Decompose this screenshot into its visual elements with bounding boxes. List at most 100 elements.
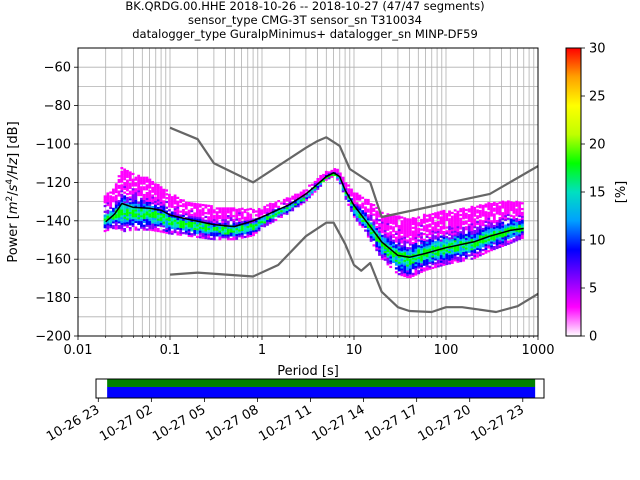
- psd-cell: [476, 245, 479, 249]
- psd-cell: [140, 188, 143, 191]
- psd-cell: [296, 195, 300, 198]
- psd-cell: [243, 228, 247, 231]
- psd-cell: [140, 180, 143, 183]
- psd-cell: [459, 235, 463, 238]
- psd-cell: [518, 203, 521, 206]
- psd-cell: [372, 244, 376, 247]
- psd-cell: [450, 221, 454, 224]
- psd-cell: [520, 211, 524, 215]
- psd-cell: [478, 233, 482, 236]
- psd-cell: [123, 222, 127, 225]
- psd-cell: [375, 220, 379, 223]
- psd-cell: [372, 223, 376, 226]
- psd-cell: [394, 219, 398, 222]
- psd-cell: [112, 217, 115, 220]
- psd-cell: [156, 183, 160, 187]
- psd-cell: [414, 234, 418, 238]
- psd-cell: [392, 247, 395, 250]
- psd-cell: [187, 230, 191, 234]
- psd-cell: [434, 250, 437, 253]
- psd-cell: [428, 219, 432, 222]
- psd-cell: [123, 224, 127, 227]
- psd-cell: [515, 210, 519, 213]
- psd-cell: [114, 189, 118, 192]
- psd-cell: [417, 270, 421, 273]
- psd-cell: [240, 224, 244, 228]
- psd-cell: [193, 231, 197, 234]
- psd-cell: [226, 228, 230, 231]
- psd-cell: [506, 234, 510, 238]
- psd-cell: [450, 255, 454, 259]
- psd-cell: [154, 202, 157, 205]
- psd-cell: [436, 242, 440, 245]
- psd-cell: [148, 224, 152, 227]
- psd-cell: [246, 218, 250, 221]
- psd-cell: [114, 212, 118, 215]
- psd-cell: [235, 226, 239, 229]
- psd-cell: [358, 219, 362, 222]
- psd-cell: [436, 257, 440, 260]
- psd-cell: [383, 220, 387, 223]
- psd-cell: [518, 207, 521, 210]
- psd-cell: [411, 234, 415, 237]
- psd-cell: [422, 246, 426, 249]
- psd-cell: [333, 173, 337, 177]
- chart-title-line-3: datalogger_type GuralpMinimus+ datalogge…: [132, 27, 478, 41]
- psd-cell: [490, 247, 493, 250]
- psd-cell: [442, 244, 446, 247]
- psd-cell: [112, 188, 115, 191]
- psd-cell: [400, 224, 404, 227]
- psd-cell: [406, 260, 409, 263]
- psd-cell: [173, 227, 177, 230]
- psd-cell: [193, 223, 197, 227]
- psd-cell: [210, 216, 213, 219]
- psd-cell: [109, 210, 113, 213]
- psd-cell: [109, 226, 113, 229]
- psd-cell: [207, 233, 211, 236]
- psd-cell: [414, 246, 418, 249]
- psd-cell: [420, 264, 423, 268]
- psd-cell: [425, 228, 429, 231]
- psd-cell: [411, 217, 415, 220]
- psd-cell: [512, 226, 516, 230]
- psd-cell: [162, 206, 166, 209]
- psd-cell: [131, 217, 135, 220]
- psd-cell: [492, 246, 496, 249]
- psd-cell: [106, 221, 110, 224]
- psd-cell: [464, 254, 468, 258]
- psd-cell: [420, 238, 423, 241]
- psd-cell: [414, 261, 418, 265]
- psd-cell: [490, 220, 493, 223]
- psd-cell: [464, 220, 468, 223]
- psd-cell: [215, 207, 219, 210]
- psd-cell: [142, 178, 146, 181]
- psd-cell: [442, 225, 446, 228]
- psd-cell: [515, 208, 519, 211]
- x-tick-label: 0.1: [160, 343, 181, 358]
- psd-cell: [403, 219, 407, 222]
- psd-cell: [170, 219, 174, 222]
- psd-cell: [184, 203, 188, 206]
- psd-cell: [481, 235, 485, 238]
- psd-cell: [170, 222, 174, 226]
- psd-cell: [408, 222, 412, 225]
- psd-cell: [422, 229, 426, 232]
- psd-cell: [187, 221, 191, 224]
- psd-cell: [431, 243, 435, 246]
- psd-cell: [448, 262, 451, 265]
- psd-cell: [515, 231, 519, 234]
- psd-cell: [495, 243, 499, 246]
- psd-cell: [148, 213, 152, 216]
- psd-cell: [126, 187, 129, 190]
- psd-cell: [128, 198, 132, 201]
- psd-cell: [408, 239, 412, 242]
- psd-cell: [518, 234, 521, 237]
- psd-cell: [487, 219, 491, 222]
- psd-cell: [406, 256, 409, 259]
- psd-cell: [411, 251, 415, 254]
- psd-cell: [518, 205, 521, 208]
- psd-cell: [498, 222, 502, 225]
- psd-cell: [425, 247, 429, 250]
- psd-cell: [140, 220, 143, 224]
- psd-cell: [422, 244, 426, 247]
